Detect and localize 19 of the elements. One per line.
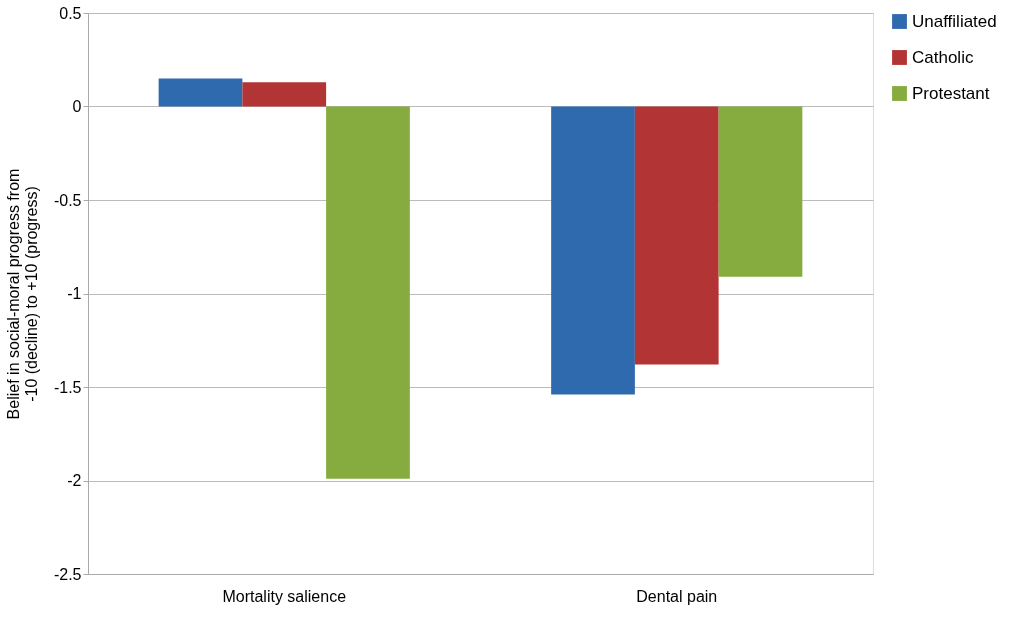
bar <box>551 106 635 395</box>
y-tick-label: -0.5 <box>53 191 82 209</box>
x-tick-label: Dental pain <box>636 587 718 605</box>
y-tick-label: 0 <box>72 98 82 115</box>
bar <box>242 82 327 107</box>
legend-label: Unaffiliated <box>912 11 997 31</box>
x-tick-label: Mortality salience <box>222 587 347 605</box>
bar <box>158 78 243 107</box>
y-tick-label: -1 <box>67 285 82 302</box>
y-axis-title: Belief in social-moral progress from -10 (decline) to +10 (progress) <box>4 168 40 420</box>
bar <box>634 106 719 365</box>
legend-label: Catholic <box>912 47 974 67</box>
y-tick-label: 0.5 <box>59 4 82 22</box>
legend-label: Protestant <box>912 83 990 103</box>
bar <box>326 106 410 479</box>
y-tick-label: -1.5 <box>53 378 82 396</box>
y-tick-label: -2 <box>67 472 82 489</box>
y-tick-label: -2.5 <box>53 565 82 583</box>
bar <box>718 106 803 277</box>
